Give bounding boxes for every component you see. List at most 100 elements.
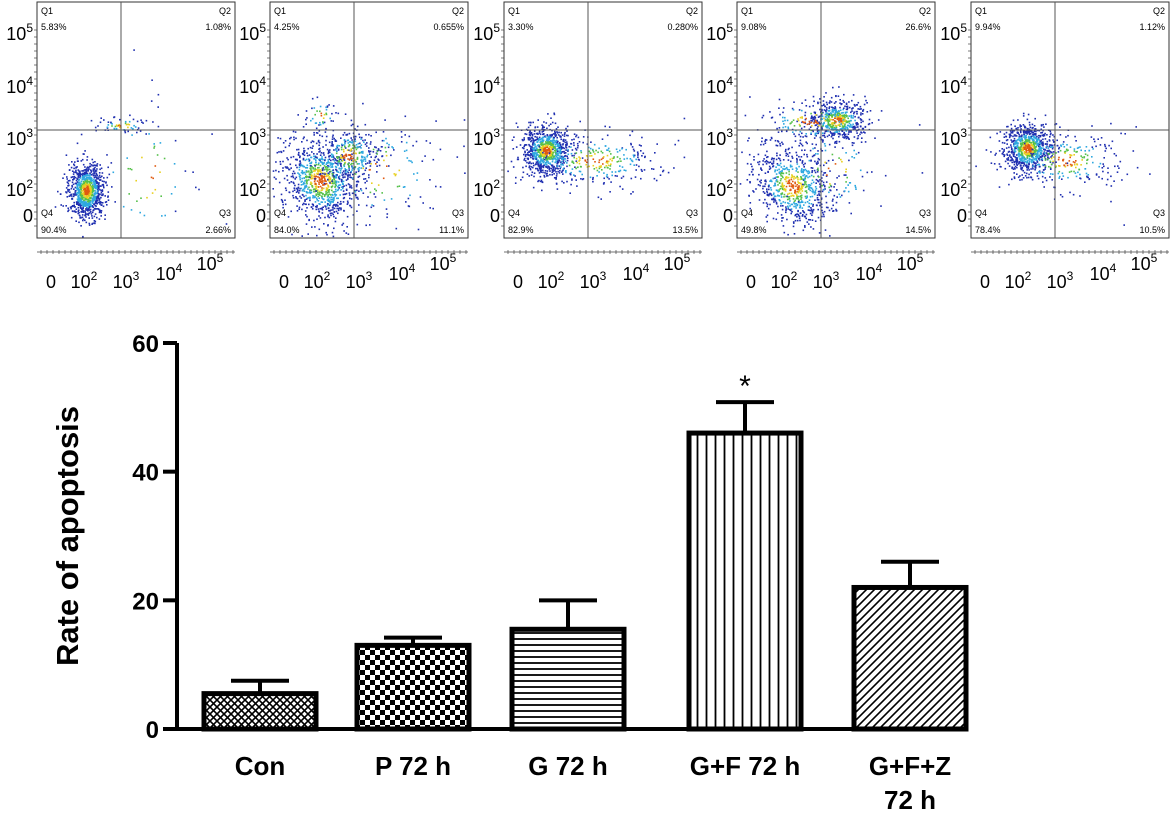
scatter-point: [862, 128, 864, 130]
scatter-point: [355, 195, 357, 197]
scatter-point: [813, 182, 815, 184]
scatter-point: [539, 131, 541, 133]
scatter-point: [307, 188, 309, 190]
scatter-point: [747, 179, 749, 181]
scatter-point: [819, 183, 821, 185]
scatter-point: [82, 214, 84, 216]
scatter-point: [839, 107, 841, 109]
scatter-point: [69, 195, 71, 197]
scatter-point: [288, 169, 290, 171]
scatter-point: [298, 154, 300, 156]
scatter-point: [802, 207, 804, 209]
scatter-point: [87, 191, 89, 193]
scatter-point: [286, 190, 288, 192]
scatter-point: [356, 149, 358, 151]
scatter-point: [547, 142, 549, 144]
scatter-point: [331, 113, 333, 115]
scatter-point: [395, 174, 397, 176]
scatter-point: [810, 207, 812, 209]
scatter-point: [853, 113, 855, 115]
scatter-point: [831, 101, 833, 103]
scatter-point: [71, 217, 73, 219]
scatter-point: [96, 165, 98, 167]
scatter-point: [515, 182, 517, 184]
scatter-point: [857, 126, 859, 128]
scatter-point: [385, 151, 387, 153]
scatter-point: [819, 98, 821, 100]
scatter-point: [341, 179, 343, 181]
scatter-point: [791, 147, 793, 149]
scatter-point: [318, 167, 320, 169]
scatter-point: [76, 180, 78, 182]
scatter-point: [622, 188, 624, 190]
scatter-point: [293, 137, 295, 139]
scatter-point: [79, 214, 81, 216]
scatter-point: [322, 189, 324, 191]
scatter-point: [305, 160, 307, 162]
scatter-point: [568, 146, 570, 148]
scatter-point: [785, 179, 787, 181]
scatter-point: [71, 177, 73, 179]
scatter-point: [152, 178, 154, 180]
scatter-point: [321, 195, 323, 197]
scatter-point: [388, 165, 390, 167]
scatter-point: [339, 194, 341, 196]
scatter-point: [783, 159, 785, 161]
scatter-point: [148, 133, 150, 135]
scatter-point: [316, 169, 318, 171]
scatter-point: [774, 169, 776, 171]
scatter-point: [297, 198, 299, 200]
scatter-point: [299, 169, 301, 171]
scatter-point: [343, 230, 345, 232]
scatter-point: [321, 201, 323, 203]
scatter-point: [633, 156, 635, 158]
scatter-point: [336, 153, 338, 155]
scatter-point: [823, 123, 825, 125]
scatter-point: [848, 132, 850, 134]
scatter-point: [631, 160, 633, 162]
scatter-point: [79, 179, 81, 181]
scatter-point: [386, 143, 388, 145]
x-tick-label: 0: [513, 272, 523, 292]
scatter-point: [158, 126, 160, 128]
scatter-point: [767, 204, 769, 206]
q4-name: Q4: [274, 208, 286, 218]
scatter-point: [561, 181, 563, 183]
scatter-point: [328, 191, 330, 193]
scatter-point: [326, 208, 328, 210]
scatter-point: [823, 182, 825, 184]
scatter-point: [363, 178, 365, 180]
scatter-point: [73, 188, 75, 190]
scatter-point: [293, 182, 295, 184]
scatter-point: [313, 156, 315, 158]
scatter-point: [777, 191, 779, 193]
scatter-point: [347, 216, 349, 218]
scatter-point: [800, 198, 802, 200]
scatter-point: [327, 165, 329, 167]
scatter-point: [573, 139, 575, 141]
scatter-point: [312, 204, 314, 206]
scatter-point: [764, 161, 766, 163]
scatter-point: [440, 186, 442, 188]
scatter-point: [807, 221, 809, 223]
scatter-point: [607, 162, 609, 164]
scatter-point: [333, 175, 335, 177]
scatter-point: [571, 139, 573, 141]
scatter-point: [84, 169, 86, 171]
scatter-point: [332, 201, 334, 203]
q3-name: Q3: [452, 208, 464, 218]
scatter-point: [343, 201, 345, 203]
scatter-point: [328, 198, 330, 200]
scatter-point: [796, 216, 798, 218]
scatter-point: [856, 111, 858, 113]
scatter-point: [79, 182, 81, 184]
scatter-point: [335, 176, 337, 178]
scatter-point: [553, 173, 555, 175]
scatter-point: [773, 201, 775, 203]
scatter-point: [567, 135, 569, 137]
scatter-point: [133, 49, 135, 51]
scatter-point: [793, 109, 795, 111]
scatter-point: [324, 169, 326, 171]
scatter-point: [320, 106, 322, 108]
scatter-point: [536, 152, 538, 154]
